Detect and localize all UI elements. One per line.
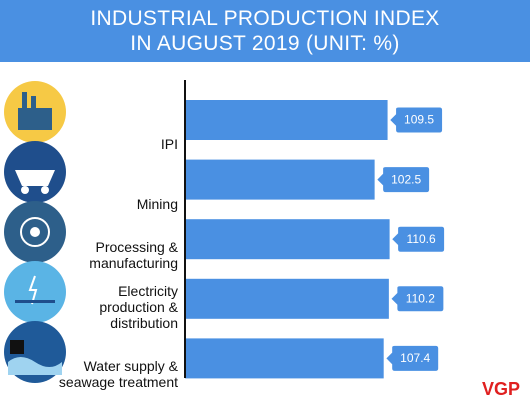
value-callout xyxy=(375,166,431,194)
category-label: Water supply & seawage treatment xyxy=(58,358,178,391)
chart-title: INDUSTRIAL PRODUCTION INDEX IN AUGUST 20… xyxy=(90,7,440,55)
bar xyxy=(185,219,390,260)
value-label: 110.6 xyxy=(407,232,436,246)
category-label: Processing & manufacturing xyxy=(89,239,178,272)
logo: VGP xyxy=(481,379,520,399)
value-label: 109.5 xyxy=(404,113,434,127)
value-callout xyxy=(390,225,446,253)
bar xyxy=(185,278,389,319)
icons xyxy=(4,81,66,383)
category-label: Mining xyxy=(136,195,178,212)
value-label: 110.2 xyxy=(406,291,435,305)
value-callout xyxy=(388,106,444,134)
value-label: 107.4 xyxy=(400,351,430,365)
bar xyxy=(185,338,384,379)
value-label: 102.5 xyxy=(391,172,421,186)
bar xyxy=(185,100,388,140)
category-label: IPI xyxy=(160,136,178,152)
category-label: Electricity production & distribution xyxy=(99,282,178,331)
value-callout xyxy=(390,285,445,313)
bar xyxy=(185,159,375,200)
banner xyxy=(0,0,530,62)
value-callout xyxy=(384,344,440,372)
